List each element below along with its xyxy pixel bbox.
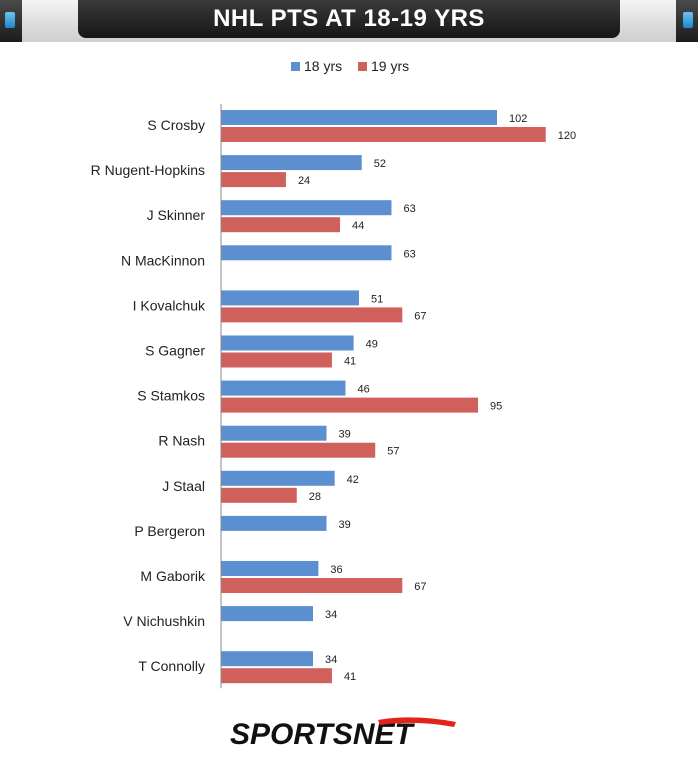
category-label: J Staal — [162, 478, 205, 494]
bar-19yrs — [221, 307, 403, 323]
bar-18yrs — [221, 380, 346, 396]
data-label: 39 — [339, 429, 351, 441]
category-label: T Connolly — [138, 658, 205, 674]
bar-19yrs — [221, 217, 341, 233]
category-label: S Crosby — [147, 117, 205, 133]
data-label: 67 — [414, 581, 426, 593]
category-label: N MacKinnon — [121, 252, 205, 268]
data-label: 120 — [558, 130, 576, 142]
bar-18yrs — [221, 200, 392, 216]
data-label: 67 — [414, 310, 426, 322]
chart-title: NHL PTS AT 18-19 YRS — [213, 5, 485, 32]
bar-18yrs — [221, 606, 313, 622]
data-label: 63 — [403, 203, 415, 215]
data-label: 34 — [325, 654, 337, 666]
data-label: 63 — [403, 248, 415, 260]
legend-swatch-2 — [358, 62, 367, 71]
title-plate: NHL PTS AT 18-19 YRS — [78, 0, 620, 38]
data-label: 52 — [374, 158, 386, 170]
data-label: 39 — [339, 519, 351, 531]
bar-19yrs — [221, 668, 332, 684]
category-label: S Gagner — [145, 343, 205, 359]
bar-19yrs — [221, 442, 376, 458]
data-label: 36 — [330, 564, 342, 576]
category-label: I Kovalchuk — [133, 297, 206, 313]
legend-label-2: 19 yrs — [371, 58, 409, 74]
data-label: 24 — [298, 175, 310, 187]
data-label: 44 — [352, 220, 364, 232]
bar-19yrs — [221, 172, 286, 188]
bar-18yrs — [221, 470, 335, 486]
bar-18yrs — [221, 245, 392, 261]
data-label: 49 — [366, 339, 378, 351]
logo-swoosh-icon — [378, 717, 456, 727]
category-label: P Bergeron — [134, 523, 205, 539]
bar-19yrs — [221, 127, 546, 142]
category-label: J Skinner — [147, 207, 206, 223]
data-label: 57 — [387, 446, 399, 458]
bar-19yrs — [221, 397, 479, 413]
category-label: M Gaborik — [140, 568, 206, 584]
bar-19yrs — [221, 487, 297, 503]
bar-18yrs — [221, 290, 359, 306]
bar-18yrs — [221, 425, 327, 441]
data-label: 34 — [325, 609, 337, 621]
data-label: 51 — [371, 293, 383, 305]
data-label: 46 — [357, 384, 369, 396]
category-label: R Nugent-Hopkins — [91, 162, 205, 178]
bar-18yrs — [221, 561, 319, 576]
data-label: 102 — [509, 113, 527, 125]
category-label: V Nichushkin — [123, 613, 205, 629]
bar-18yrs — [221, 155, 362, 171]
title-bar-left-cap — [0, 0, 22, 42]
title-bar: NHL PTS AT 18-19 YRS — [0, 0, 698, 42]
legend-swatch-1 — [291, 62, 300, 71]
data-label: 41 — [344, 671, 356, 683]
category-label: S Stamkos — [137, 388, 205, 404]
bar-19yrs — [221, 352, 332, 368]
bar-18yrs — [221, 651, 313, 667]
legend-label-1: 18 yrs — [304, 58, 342, 74]
category-label: R Nash — [158, 433, 205, 449]
sportsnet-logo: SPORTSNET — [230, 717, 456, 750]
data-label: 42 — [347, 474, 359, 486]
data-label: 95 — [490, 401, 502, 413]
right-gem-icon — [683, 12, 693, 28]
title-bar-right-cap — [676, 0, 698, 42]
data-label: 41 — [344, 356, 356, 368]
bar-18yrs — [221, 515, 327, 531]
left-gem-icon — [5, 12, 15, 28]
bar-18yrs — [221, 110, 497, 125]
data-label: 28 — [309, 491, 321, 503]
bar-19yrs — [221, 578, 403, 593]
bar-18yrs — [221, 335, 354, 351]
